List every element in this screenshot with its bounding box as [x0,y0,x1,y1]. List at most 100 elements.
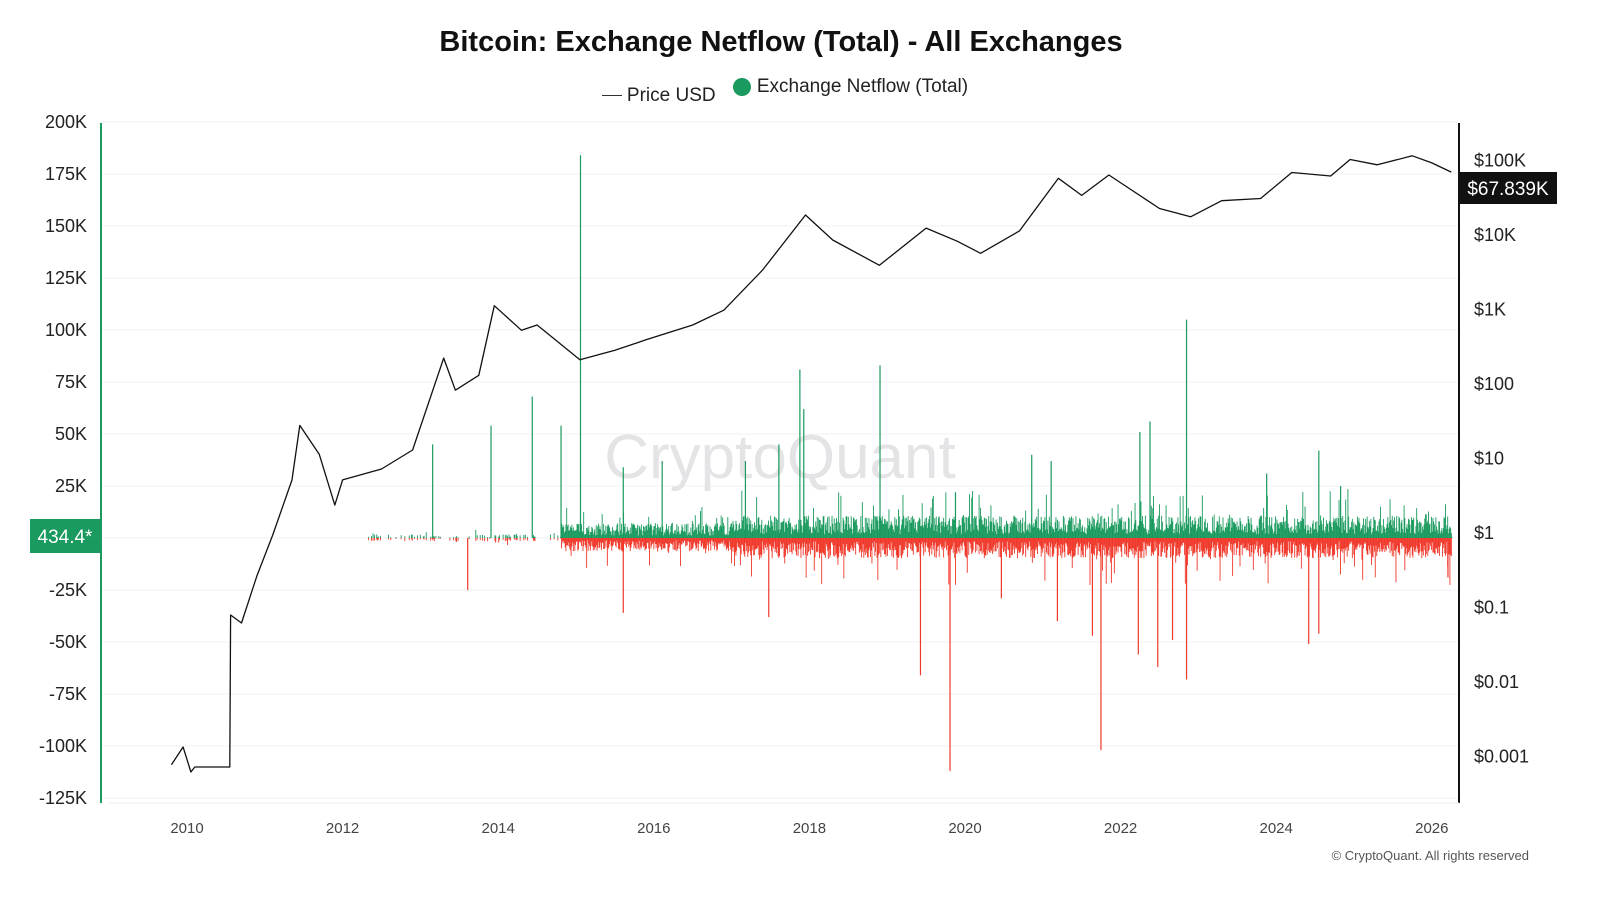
netflow-bar [1408,518,1409,538]
netflow-bar [973,538,975,542]
netflow-bar [774,517,776,538]
netflow-bar [1047,520,1049,538]
netflow-bar [1131,531,1133,538]
netflow-bar [575,529,577,538]
netflow-bar [966,517,967,538]
netflow-bar [1176,532,1178,538]
netflow-bar [754,538,756,550]
netflow-bar [939,538,941,546]
netflow-bar [622,467,624,538]
netflow-bar [1091,538,1094,636]
netflow-bar [1366,538,1368,555]
netflow-bar [1361,528,1363,538]
legend-item-netflow[interactable]: Exchange Netflow (Total) [732,76,968,98]
netflow-bar [769,538,771,544]
netflow-bar [632,525,633,538]
netflow-bar [876,538,878,559]
netflow-bar [642,538,644,542]
netflow-bar [952,518,953,538]
netflow-bar [671,522,673,538]
netflow-bar [834,538,836,546]
netflow-bar [1303,519,1305,538]
netflow-bar [1006,538,1008,542]
netflow-bar [1045,538,1047,544]
netflow-bar [563,538,565,542]
netflow-bar [1048,533,1050,538]
x-tick-label: 2016 [637,820,670,837]
netflow-bar [1259,538,1261,547]
netflow-bar [1261,538,1263,544]
netflow-bar [1128,538,1130,552]
netflow-bar [1403,505,1405,538]
netflow-bar [831,515,833,538]
netflow-bar [649,538,650,566]
netflow-bar [1167,538,1169,545]
netflow-bar [718,530,720,538]
netflow-bar [637,538,639,545]
netflow-bar [1049,538,1051,558]
netflow-bar [722,538,724,541]
netflow-bar [610,538,612,546]
netflow-bar [1373,538,1375,546]
netflow-bar [719,526,721,538]
netflow-bar [805,516,807,538]
netflow-bar [992,538,994,548]
netflow-bar [767,538,769,547]
netflow-bar [776,538,778,554]
netflow-bar [1117,504,1119,538]
netflow-bar [1022,538,1024,554]
netflow-bar [830,526,831,538]
legend-item-price[interactable]: Price USD [601,85,716,107]
netflow-bar [435,538,437,539]
netflow-bar [1061,538,1063,559]
netflow-bar [967,517,969,538]
netflow-bar [808,538,810,551]
netflow-bar [614,538,616,542]
netflow-bar [1243,538,1245,549]
netflow-bar [687,538,689,542]
netflow-bar [1246,523,1248,538]
netflow-bar [585,538,587,548]
netflow-bar [900,538,902,546]
netflow-bar [884,519,886,538]
netflow-bar [696,527,698,538]
netflow-bar [1424,538,1426,551]
netflow-bar [1445,504,1446,538]
netflow-bar [777,538,779,557]
netflow-bar [893,531,895,538]
netflow-bar [714,538,715,550]
netflow-bar [798,519,800,538]
netflow-bar [1226,538,1228,554]
netflow-bar [1175,522,1177,538]
netflow-bar [487,538,489,542]
netflow-bar [1232,521,1234,538]
netflow-bar [1099,538,1101,552]
netflow-bar [1339,538,1341,550]
netflow-bar [1092,526,1094,538]
netflow-bar [1026,538,1028,548]
netflow-bar [1082,525,1084,538]
netflow-bar [1252,538,1254,570]
netflow-bar [1113,525,1115,538]
netflow-bar [1300,538,1302,553]
netflow-bar [829,532,831,538]
netflow-bar [817,532,819,538]
netflow-bar [508,538,510,541]
netflow-bar [1215,532,1217,538]
netflow-bar [749,524,751,538]
netflow-bar [909,538,911,544]
netflow-bar [957,538,959,552]
netflow-bar [764,525,766,538]
netflow-bar [1090,529,1092,538]
netflow-bar [422,538,424,539]
netflow-bar [678,538,680,549]
netflow-bar [1113,521,1115,538]
netflow-bar [765,532,767,538]
netflow-bar [1241,538,1243,556]
netflow-bar [1325,538,1327,558]
netflow-bar [1151,518,1153,538]
netflow-bar [1150,538,1152,543]
netflow-bar [609,538,611,544]
netflow-bar [422,536,424,538]
netflow-bar [1236,521,1238,538]
